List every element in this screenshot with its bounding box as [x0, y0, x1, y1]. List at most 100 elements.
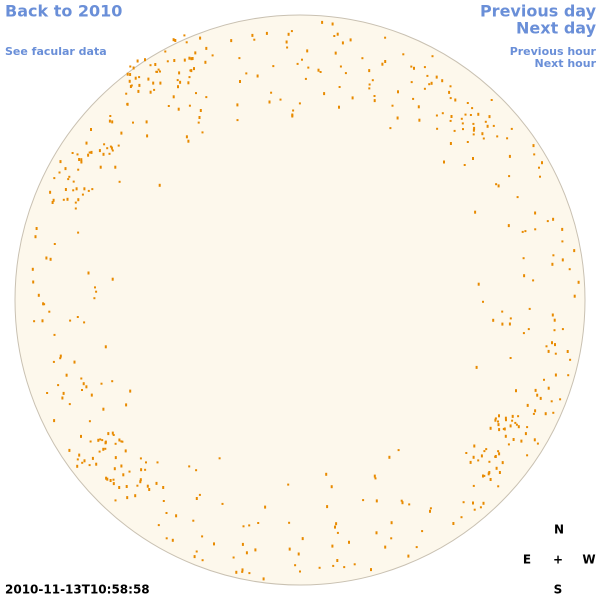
- facula: [492, 318, 495, 322]
- facula: [85, 385, 88, 389]
- facula: [118, 438, 121, 442]
- facula: [573, 294, 576, 298]
- facula: [368, 83, 371, 86]
- facula: [251, 33, 254, 37]
- facular-data-link[interactable]: See facular data: [5, 45, 107, 58]
- facula: [75, 187, 78, 191]
- facula: [539, 396, 542, 400]
- facula: [187, 139, 190, 143]
- facula: [91, 188, 94, 191]
- facula: [388, 455, 391, 459]
- next-day-link[interactable]: Next day: [516, 19, 597, 38]
- facula: [483, 450, 486, 453]
- facula: [426, 74, 429, 77]
- previous-hour-link[interactable]: Previous hour: [510, 45, 597, 58]
- facula: [515, 389, 517, 393]
- facula: [373, 474, 376, 478]
- facula: [472, 501, 474, 505]
- facula: [317, 68, 320, 72]
- facula: [211, 54, 214, 57]
- facula: [221, 502, 224, 505]
- facula: [111, 120, 114, 124]
- facula: [498, 471, 501, 474]
- facula: [242, 525, 245, 528]
- facula: [139, 457, 142, 460]
- facula: [390, 537, 393, 540]
- facula: [532, 144, 535, 148]
- facula: [179, 80, 182, 84]
- facula: [53, 333, 56, 336]
- facula: [205, 96, 208, 99]
- facula: [561, 240, 564, 243]
- facula: [88, 420, 91, 423]
- back-link[interactable]: Back to 2010: [5, 2, 122, 21]
- facula: [165, 512, 168, 514]
- facula: [561, 227, 564, 231]
- next-hour-link[interactable]: Next hour: [535, 57, 597, 70]
- facula: [49, 190, 52, 194]
- facula: [268, 100, 271, 104]
- facula: [577, 280, 580, 284]
- facula: [321, 20, 324, 24]
- facula: [412, 97, 415, 100]
- facula: [155, 70, 158, 73]
- facula: [106, 147, 109, 150]
- facula: [147, 77, 150, 81]
- facula: [291, 113, 294, 117]
- facula: [128, 470, 131, 473]
- facula: [501, 322, 504, 326]
- facula: [241, 570, 244, 573]
- facula: [449, 97, 452, 100]
- facula: [64, 167, 67, 171]
- facula: [248, 572, 251, 575]
- previous-day-link[interactable]: Previous day: [480, 2, 597, 21]
- facula: [95, 462, 98, 466]
- facula: [482, 501, 485, 505]
- facula: [514, 421, 517, 424]
- facula: [396, 116, 399, 120]
- facula: [51, 201, 54, 204]
- facula: [573, 249, 576, 253]
- compass-east: E: [523, 553, 531, 567]
- facula: [418, 118, 421, 122]
- facula: [66, 197, 69, 201]
- facula: [391, 104, 394, 107]
- facula: [126, 496, 129, 500]
- facula: [435, 75, 438, 79]
- facula: [132, 121, 134, 124]
- facula: [53, 243, 56, 245]
- facula: [201, 535, 204, 538]
- facula: [569, 358, 572, 361]
- facula: [183, 34, 186, 37]
- facula: [74, 201, 77, 204]
- facula: [43, 303, 46, 306]
- facula: [245, 551, 248, 555]
- facula: [112, 434, 115, 436]
- facula: [114, 442, 117, 445]
- facula: [501, 461, 504, 465]
- facula: [102, 152, 105, 156]
- facula: [74, 207, 77, 210]
- facula: [554, 373, 557, 377]
- facula: [112, 478, 115, 481]
- facula: [218, 457, 221, 460]
- facula: [104, 345, 107, 349]
- facula: [34, 235, 37, 239]
- facula: [497, 485, 500, 488]
- facula: [109, 115, 112, 117]
- facula: [534, 388, 537, 392]
- facula: [188, 56, 191, 60]
- facula: [325, 472, 328, 476]
- facula: [80, 160, 83, 164]
- facula: [177, 107, 180, 111]
- facula: [139, 478, 142, 482]
- facula: [504, 416, 507, 420]
- facula: [485, 448, 488, 451]
- facula: [132, 66, 135, 70]
- facula: [158, 183, 161, 187]
- facula: [481, 132, 484, 136]
- facula: [257, 522, 260, 524]
- facula: [144, 468, 147, 471]
- facula: [152, 81, 155, 85]
- facula: [87, 189, 90, 192]
